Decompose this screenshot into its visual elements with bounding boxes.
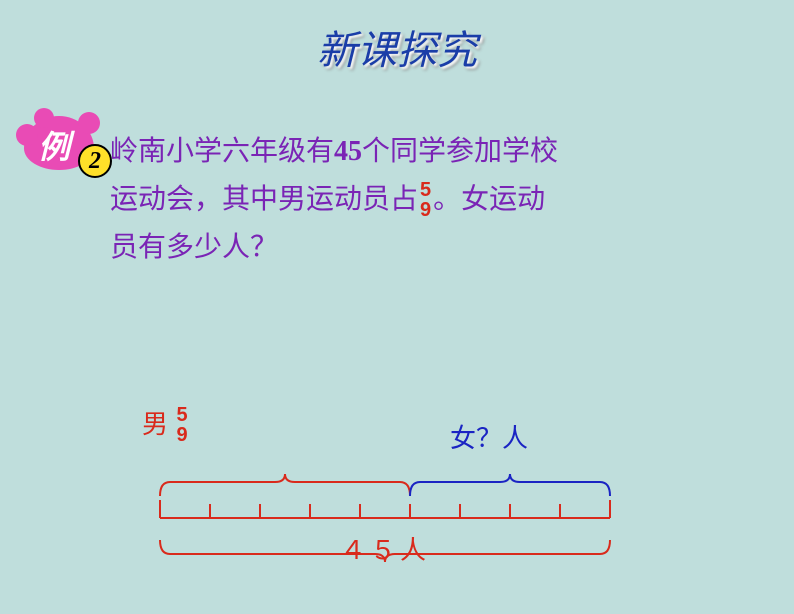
diagram-svg [150,448,650,588]
text-segment: 运动会，其中男运动员占 [110,184,418,215]
example-badge: 例 2 [24,116,94,170]
badge-number: 2 [78,144,112,178]
text-segment: 岭南小学六年级有 [110,136,334,167]
total-label: ４５人 [340,530,430,567]
male-label: 男 5 9 [142,404,188,447]
problem-statement: 岭南小学六年级有45个同学参加学校 运动会，其中男运动员占59。女运动 员有多少… [110,128,730,272]
badge-text: 例 [38,122,70,168]
male-fraction: 5 9 [177,405,188,445]
fraction-5-9: 59 [420,180,431,220]
text-segment: 个同学参加学校 [362,136,558,167]
page-title: 新课探究 [0,18,794,76]
text-segment: 员有多少人？ [110,232,278,263]
count-45: 45 [334,136,362,167]
text-segment: 。女运动 [433,184,545,215]
